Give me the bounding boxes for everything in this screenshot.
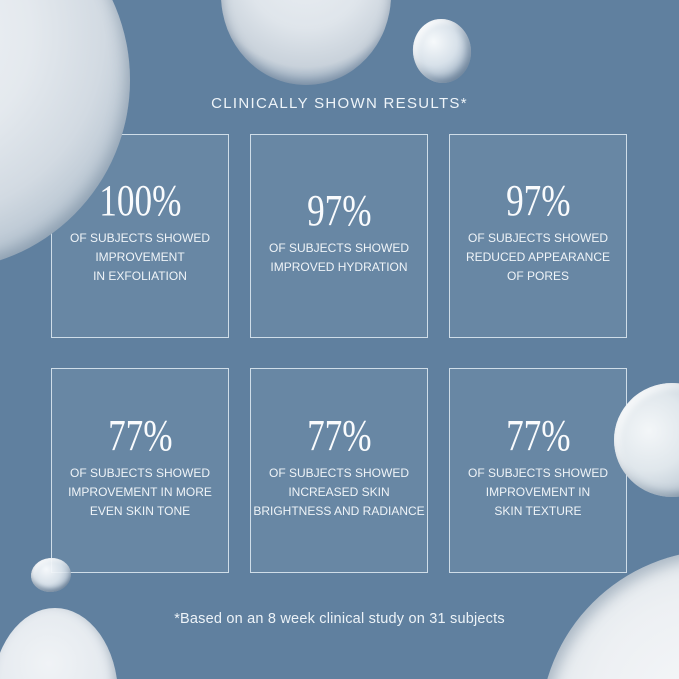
result-description: OF SUBJECTS SHOWED IMPROVEMENT IN MORE E… [68,465,212,518]
result-card-skin-tone: 77% OF SUBJECTS SHOWED IMPROVEMENT IN MO… [51,368,229,573]
result-value: 97% [306,185,372,235]
result-value: 97% [505,176,571,225]
result-value: 77% [306,410,372,460]
result-card-hydration: 97% OF SUBJECTS SHOWED IMPROVED HYDRATIO… [250,134,428,338]
footnote: *Based on an 8 week clinical study on 31… [174,611,505,627]
water-droplet-top-right-icon [408,15,476,87]
result-description: OF SUBJECTS SHOWED INCREASED SKIN BRIGHT… [253,465,425,518]
result-description: OF SUBJECTS SHOWED IMPROVEMENT IN EXFOLI… [69,231,210,283]
results-grid: 100% OF SUBJECTS SHOWED IMPROVEMENT IN E… [51,134,627,573]
result-value: 77% [107,410,173,460]
result-description: OF SUBJECTS SHOWED IMPROVED HYDRATION [268,240,409,274]
result-card-exfoliation: 100% OF SUBJECTS SHOWED IMPROVEMENT IN E… [51,134,229,338]
page-title: CLINICALLY SHOWN RESULTS* [211,95,468,112]
result-card-pores: 97% OF SUBJECTS SHOWED REDUCED APPEARANC… [449,134,627,338]
result-value: 100% [98,176,182,225]
result-description: OF SUBJECTS SHOWED IMPROVEMENT IN SKIN T… [467,465,608,518]
water-bubble-top-center-icon [221,0,391,85]
result-card-brightness: 77% OF SUBJECTS SHOWED INCREASED SKIN BR… [250,368,428,573]
result-value: 77% [505,410,571,460]
result-description: OF SUBJECTS SHOWED REDUCED APPEARANCE OF… [465,231,611,283]
result-card-texture: 77% OF SUBJECTS SHOWED IMPROVEMENT IN SK… [449,368,627,573]
